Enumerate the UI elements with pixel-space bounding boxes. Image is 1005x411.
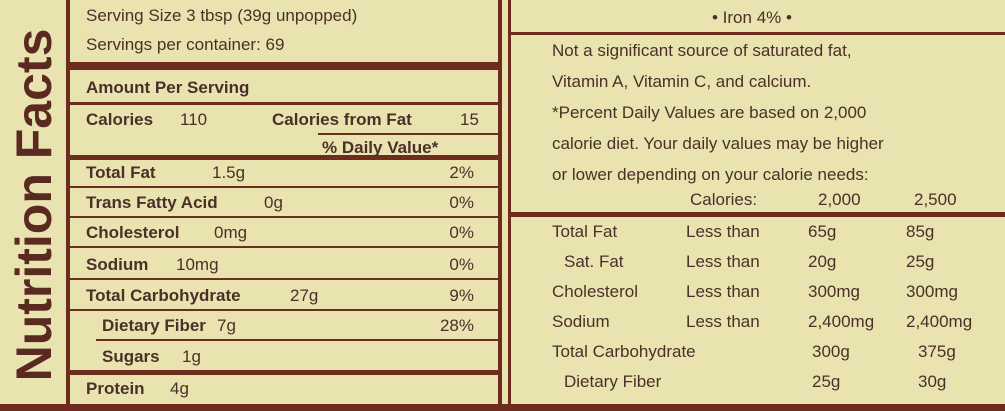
calories-label: Calories — [86, 110, 154, 129]
amount-header: Amount Per Serving — [86, 78, 250, 97]
nutrient-name: Sodium — [86, 255, 149, 274]
ref-2500: 30g — [918, 372, 947, 391]
divider — [318, 133, 498, 135]
divider — [70, 102, 498, 105]
ref-name: Sat. Fat — [564, 252, 624, 271]
note-line: calorie diet. Your daily values may be h… — [552, 134, 884, 153]
note-line: Not a significant source of saturated fa… — [552, 41, 852, 60]
ref-limit: Less than — [686, 312, 760, 331]
divider — [70, 246, 498, 248]
ref-2500: 2,400mg — [906, 312, 973, 331]
divider — [70, 62, 498, 70]
iron: • Iron 4% • — [712, 8, 792, 27]
nutrient-dv: 28% — [439, 316, 474, 335]
ref-2500: 25g — [906, 252, 935, 271]
fat-calories-label: Calories from Fat — [272, 110, 412, 129]
nutrient-dv: 2% — [449, 163, 474, 182]
ref-2500: 375g — [918, 342, 956, 361]
ref-limit: Less than — [686, 252, 760, 271]
nutrient-amount: 4g — [170, 379, 189, 398]
divider — [70, 309, 498, 311]
nutrient-amount: 1g — [182, 347, 201, 366]
divider — [70, 186, 498, 188]
ref-2000: 25g — [812, 372, 841, 391]
nutrient-dv: 0% — [449, 193, 474, 212]
nutrient-amount: 10mg — [176, 255, 219, 274]
ref-limit: Less than — [686, 282, 760, 301]
fat-calories-value: 15 — [460, 110, 479, 129]
ref-limit: Less than — [686, 222, 760, 241]
daily-value-header: % Daily Value* — [322, 138, 439, 157]
divider — [70, 216, 498, 218]
border — [498, 0, 502, 411]
border — [0, 404, 1005, 411]
nutrient-amount: 1.5g — [212, 163, 246, 182]
nutrient-amount: 0g — [264, 193, 283, 212]
nutrient-name: Trans Fatty Acid — [86, 193, 218, 212]
note-line: Vitamin A, Vitamin C, and calcium. — [552, 72, 812, 91]
divider — [511, 32, 1005, 35]
ref-2000: 300g — [812, 342, 850, 361]
nutrient-name: Total Fat — [86, 163, 156, 182]
ref-header: 2,500 — [914, 190, 957, 209]
divider — [70, 155, 498, 160]
nutrient-amount: 27g — [290, 286, 319, 305]
nutrient-name: Cholesterol — [86, 223, 180, 242]
ref-header: Calories: — [690, 190, 758, 209]
servings: Servings per container: 69 — [86, 35, 285, 54]
ref-name: Sodium — [552, 312, 610, 331]
ref-2000: 65g — [808, 222, 837, 241]
ref-2000: 300mg — [808, 282, 860, 301]
divider — [70, 278, 498, 280]
ref-2500: 300mg — [906, 282, 958, 301]
nutrient-dv: 0% — [449, 223, 474, 242]
ref-2000: 2,400mg — [808, 312, 875, 331]
label-title: Nutrition Facts — [6, 28, 62, 382]
nutrient-name: Sugars — [102, 347, 160, 366]
nutrient-amount: 7g — [217, 316, 236, 335]
nutrient-name: Protein — [86, 379, 145, 398]
border — [508, 0, 511, 411]
divider — [511, 212, 1005, 217]
divider — [96, 339, 498, 341]
ref-name: Total Carbohydrate — [552, 342, 696, 361]
nutrient-name: Total Carbohydrate — [86, 286, 241, 305]
ref-name: Cholesterol — [552, 282, 638, 301]
calories-value: 110 — [180, 110, 208, 129]
nutrient-dv: 9% — [449, 286, 474, 305]
ref-name: Dietary Fiber — [564, 372, 662, 391]
ref-name: Total Fat — [552, 222, 618, 241]
border — [66, 0, 70, 411]
ref-2000: 20g — [808, 252, 837, 271]
nutrient-dv: 0% — [449, 255, 474, 274]
divider — [70, 370, 498, 375]
note-line: *Percent Daily Values are based on 2,000 — [552, 103, 867, 122]
ref-header: 2,000 — [818, 190, 861, 209]
ref-2500: 85g — [906, 222, 935, 241]
nutrient-name: Dietary Fiber — [102, 316, 206, 335]
serving-size: Serving Size 3 tbsp (39g unpopped) — [86, 6, 358, 25]
note-line: or lower depending on your calorie needs… — [552, 165, 869, 184]
nutrient-amount: 0mg — [214, 223, 248, 242]
